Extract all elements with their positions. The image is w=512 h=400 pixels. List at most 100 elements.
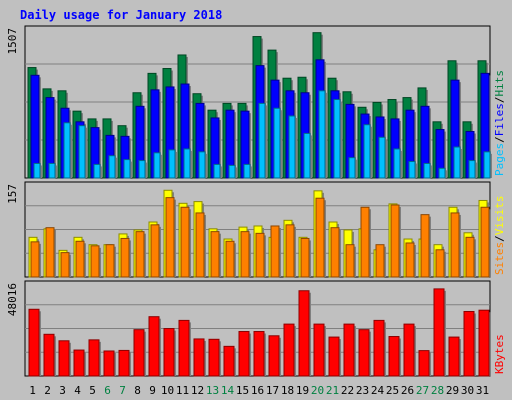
x-tick-label: 1	[29, 384, 36, 397]
panel-bottom-legend: KBytes	[493, 334, 506, 374]
bar-pages	[408, 161, 416, 179]
bar-kbytes	[178, 319, 190, 377]
bar-sites	[30, 241, 40, 278]
bar-kbytes	[133, 329, 145, 377]
legend-entry: /	[493, 136, 506, 143]
bar-sites	[450, 212, 460, 278]
panel-bottom-max-label: 48016	[6, 283, 19, 316]
bar-sites	[375, 244, 385, 278]
x-tick-label: 18	[281, 384, 294, 397]
bar-sites	[165, 197, 175, 278]
bar-sites	[435, 249, 445, 278]
x-tick-label: 24	[371, 384, 385, 397]
bar-sites	[90, 245, 100, 278]
bar-kbytes	[163, 328, 175, 377]
bar-sites	[285, 224, 295, 278]
legend-entry: /	[493, 235, 506, 242]
x-tick-label: 14	[221, 384, 235, 397]
bar-pages	[468, 160, 476, 179]
bar-pages	[483, 151, 491, 179]
legend-entry: Hits	[493, 70, 506, 97]
bar-kbytes	[313, 323, 325, 377]
bar-sites	[60, 252, 70, 278]
x-tick-label: 21	[326, 384, 339, 397]
x-tick-label: 13	[206, 384, 219, 397]
bar-kbytes	[253, 331, 265, 377]
bar-sites	[270, 225, 280, 278]
bar-pages	[333, 99, 341, 179]
bar-pages	[33, 162, 41, 179]
bar-files	[30, 74, 40, 179]
bar-sites	[120, 237, 130, 278]
bar-sites	[315, 197, 325, 278]
x-tick-label: 22	[341, 384, 354, 397]
bar-pages	[48, 162, 56, 179]
bar-pages	[438, 167, 446, 179]
x-tick-label: 2	[44, 384, 51, 397]
bar-sites	[345, 244, 355, 278]
bar-pages	[348, 157, 356, 179]
chart-marks	[27, 32, 492, 377]
bar-kbytes	[238, 331, 250, 377]
bar-pages	[303, 132, 311, 179]
bar-sites	[300, 237, 310, 278]
bar-pages	[318, 90, 326, 179]
bar-sites	[105, 244, 115, 278]
bar-kbytes	[463, 310, 475, 377]
bar-kbytes	[103, 350, 115, 377]
bar-pages	[243, 163, 251, 179]
bar-kbytes	[223, 345, 235, 377]
x-tick-label: 28	[431, 384, 444, 397]
x-tick-label: 17	[266, 384, 279, 397]
bar-pages	[228, 164, 236, 179]
bar-kbytes	[478, 309, 490, 377]
x-tick-label: 25	[386, 384, 399, 397]
x-tick-label: 8	[134, 384, 141, 397]
x-tick-label: 27	[416, 384, 429, 397]
bar-kbytes	[433, 288, 445, 377]
x-tick-label: 9	[149, 384, 156, 397]
bar-kbytes	[193, 338, 205, 377]
bar-sites	[225, 240, 235, 278]
x-tick-label: 16	[251, 384, 264, 397]
x-tick-label: 15	[236, 384, 249, 397]
bar-sites	[210, 231, 220, 278]
bar-kbytes	[343, 323, 355, 377]
x-tick-label: 3	[59, 384, 66, 397]
bar-sites	[240, 231, 250, 278]
panel-top-legend: Pages/Files/Hits	[493, 70, 506, 176]
bar-kbytes	[448, 336, 460, 377]
x-axis-labels: 1 2 3 4 5 6 7 8 9 10 11 12 13 14 15 16 17 18 19 20 21 22 23 24 2…	[29, 384, 489, 397]
bar-sites	[390, 204, 400, 278]
bar-pages	[198, 151, 206, 179]
bar-kbytes	[403, 323, 415, 377]
bar-sites	[360, 206, 370, 278]
bar-pages	[108, 155, 116, 179]
bar-kbytes	[358, 329, 370, 377]
bar-sites	[135, 231, 145, 278]
bar-pages	[273, 107, 281, 179]
bar-pages	[138, 160, 146, 179]
bar-kbytes	[328, 336, 340, 377]
bar-kbytes	[43, 333, 55, 377]
bar-kbytes	[208, 338, 220, 377]
bar-sites	[480, 206, 490, 278]
x-tick-label: 11	[176, 384, 189, 397]
x-tick-label: 12	[191, 384, 204, 397]
x-tick-label: 31	[476, 384, 489, 397]
bar-sites	[420, 214, 430, 278]
legend-entry: /	[493, 97, 506, 104]
x-tick-label: 7	[119, 384, 126, 397]
x-tick-label: 4	[74, 384, 81, 397]
panel-middle-max-label: 157	[6, 184, 19, 204]
bar-pages	[423, 162, 431, 179]
bar-pages	[123, 159, 131, 179]
bar-kbytes	[283, 323, 295, 377]
bar-kbytes	[58, 340, 70, 377]
x-tick-label: 19	[296, 384, 309, 397]
bar-kbytes	[418, 350, 430, 377]
x-tick-label: 6	[104, 384, 111, 397]
bar-pages	[393, 148, 401, 179]
